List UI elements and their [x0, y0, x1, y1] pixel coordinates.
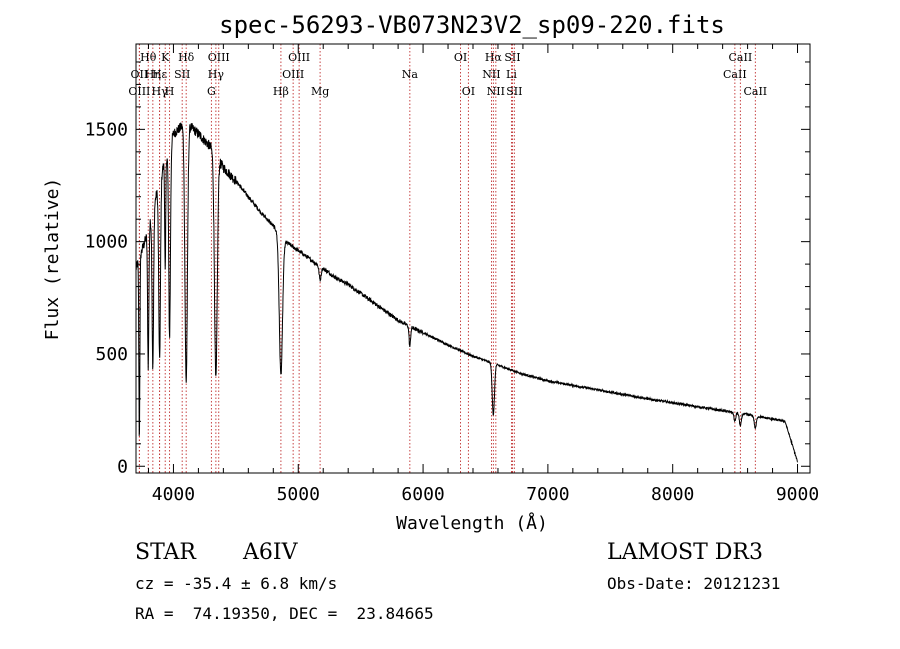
line-label: SII — [504, 51, 520, 64]
line-label: OI — [454, 51, 467, 64]
y-tick-label: 0 — [117, 456, 128, 477]
x-axis-label: Wavelength (Å) — [396, 512, 548, 534]
spectrum-line — [135, 122, 798, 464]
line-label: OI — [462, 85, 475, 98]
x-tick-label: 5000 — [277, 484, 320, 505]
line-label: Hγ — [208, 68, 225, 81]
line-label: Li — [506, 68, 517, 81]
object-class: STAR — [135, 540, 196, 565]
line-label: OII — [131, 68, 149, 81]
object-subclass: A6IV — [243, 540, 298, 565]
line-label: Hη — [145, 68, 161, 81]
line-label: Hθ — [140, 51, 157, 64]
survey-name: LAMOST DR3 — [607, 540, 763, 565]
line-label: OIII — [128, 85, 150, 98]
x-tick-label: 4000 — [152, 484, 195, 505]
x-tick-label: 9000 — [776, 484, 819, 505]
line-label: CaII — [729, 51, 753, 64]
y-tick-label: 500 — [95, 344, 128, 365]
x-tick-label: 8000 — [651, 484, 694, 505]
x-axis: 4000 5000 6000 7000 8000 9000 — [147, 44, 819, 505]
redshift-text: cz = -35.4 ± 6.8 km/s — [135, 574, 338, 593]
y-tick-label: 1500 — [85, 119, 128, 140]
line-label: CaII — [723, 68, 747, 81]
line-label: K — [161, 51, 170, 64]
line-label: Hγ — [152, 85, 169, 98]
line-label: NII — [482, 68, 500, 81]
line-label: OIII — [282, 68, 304, 81]
line-label: Hβ — [273, 85, 289, 98]
x-tick-label: 7000 — [526, 484, 569, 505]
line-label: Hδ — [178, 51, 195, 64]
line-label: SII — [506, 85, 522, 98]
chart-title: spec-56293-VB073N23V2_sp09-220.fits — [219, 11, 725, 39]
coordinates-text: RA = 74.19350, DEC = 23.84665 — [135, 604, 434, 623]
y-axis-label: Flux (relative) — [42, 178, 63, 341]
line-label: SII — [174, 68, 190, 81]
line-label: CaII — [743, 85, 767, 98]
line-label: Hα — [485, 51, 503, 64]
line-label: OIII — [208, 51, 230, 64]
line-label: OIII — [288, 51, 310, 64]
line-label: Mg — [311, 85, 329, 98]
line-label: H — [165, 85, 175, 98]
line-label: Hε — [152, 68, 168, 81]
y-axis: 0 500 1000 1500 — [85, 61, 810, 477]
y-tick-label: 1000 — [85, 232, 128, 253]
x-tick-label: 6000 — [401, 484, 444, 505]
line-label: G — [207, 85, 216, 98]
line-label: Na — [402, 68, 419, 81]
obs-date-text: Obs-Date: 20121231 — [607, 574, 781, 593]
line-label: NII — [487, 85, 505, 98]
